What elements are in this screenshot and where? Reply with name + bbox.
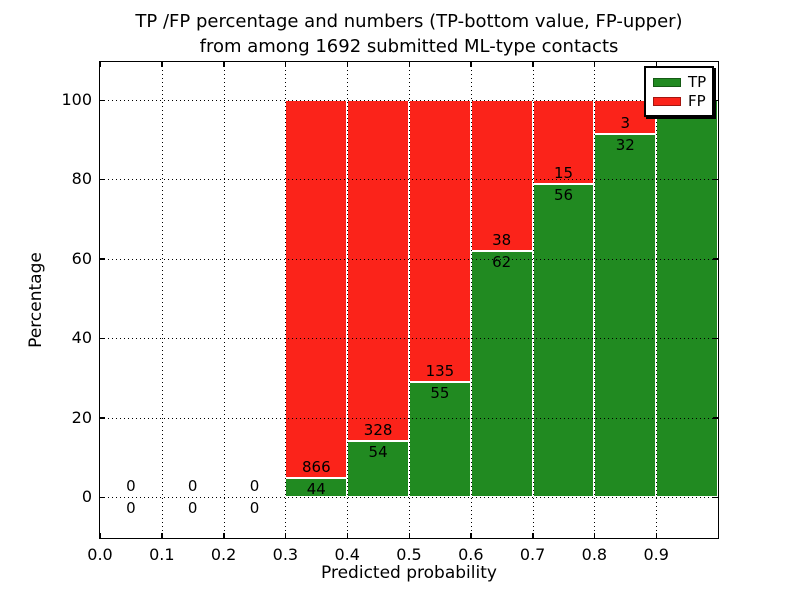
bar-value-label-fp: 0 bbox=[126, 477, 136, 495]
bar-segment-tp bbox=[470, 250, 533, 497]
y-tick-mark bbox=[713, 496, 718, 498]
x-tick-mark bbox=[532, 62, 534, 67]
y-tick-mark bbox=[100, 417, 105, 419]
x-tick-mark bbox=[470, 533, 472, 538]
x-tick-mark bbox=[593, 62, 596, 67]
x-tick-mark bbox=[161, 62, 163, 67]
x-tick-label: 0.0 bbox=[87, 545, 113, 564]
x-tick-mark bbox=[532, 533, 534, 538]
y-tick-label: 100 bbox=[61, 90, 92, 109]
bar-segment-tp bbox=[532, 183, 595, 497]
bar-value-label-tp: 0 bbox=[126, 499, 136, 517]
x-tick-mark bbox=[655, 533, 658, 538]
legend-label-fp: FP bbox=[688, 92, 706, 110]
x-tick-label: 0.8 bbox=[581, 545, 608, 564]
bar-value-label-fp: 866 bbox=[301, 457, 331, 476]
y-tick-label: 0 bbox=[81, 487, 92, 506]
bar-segment-tp bbox=[594, 134, 657, 497]
legend-label-tp: TP bbox=[688, 73, 707, 91]
y-tick-mark bbox=[100, 99, 105, 101]
bar-segment-fp bbox=[409, 100, 471, 383]
y-tick-mark bbox=[713, 337, 718, 340]
bar-value-label-tp: 56 bbox=[553, 185, 574, 204]
x-tick-mark bbox=[284, 62, 287, 67]
y-tick-label: 80 bbox=[71, 169, 92, 189]
x-tick-label: 0.3 bbox=[272, 545, 299, 564]
gridline-vertical bbox=[594, 62, 596, 538]
y-tick-mark bbox=[100, 496, 105, 498]
bar-value-label-tp: 62 bbox=[492, 252, 512, 271]
chart-title: TP /FP percentage and numbers (TP-bottom… bbox=[99, 9, 719, 59]
x-tick-mark bbox=[223, 533, 225, 538]
x-tick-mark bbox=[593, 533, 596, 538]
bar-segment-fp bbox=[347, 100, 409, 441]
y-tick-mark bbox=[713, 178, 718, 181]
gridline-vertical bbox=[470, 62, 472, 538]
bar-value-label-fp: 328 bbox=[363, 420, 393, 439]
bar-value-label-tp: 54 bbox=[368, 442, 388, 461]
x-tick-label: 0.5 bbox=[396, 545, 422, 564]
bar-value-label-fp: 3 bbox=[620, 114, 631, 133]
gridline-vertical bbox=[223, 62, 225, 538]
bar-segment-tp bbox=[409, 382, 471, 497]
chart-title-line1: TP /FP percentage and numbers (TP-bottom… bbox=[135, 11, 683, 32]
y-tick-mark bbox=[100, 337, 105, 340]
bar-segment-tp bbox=[656, 100, 718, 497]
x-tick-label: 0.1 bbox=[149, 545, 175, 564]
x-tick-mark bbox=[161, 533, 163, 538]
y-tick-label: 40 bbox=[71, 328, 92, 348]
x-tick-label: 0.7 bbox=[519, 545, 546, 564]
bar-segment-fp bbox=[532, 100, 595, 184]
gridline-vertical bbox=[285, 62, 287, 538]
x-axis-label: Predicted probability bbox=[321, 563, 497, 583]
x-tick-mark bbox=[284, 533, 287, 538]
y-tick-mark bbox=[100, 258, 105, 260]
bar-segment-fp bbox=[470, 100, 533, 251]
y-tick-mark bbox=[713, 258, 718, 260]
x-tick-mark bbox=[346, 533, 349, 538]
x-tick-mark bbox=[99, 62, 101, 67]
legend-entry-tp: TP bbox=[653, 73, 712, 92]
x-tick-mark bbox=[223, 62, 225, 67]
gridline-vertical bbox=[161, 62, 163, 538]
y-tick-label: 60 bbox=[71, 248, 92, 268]
gridline-vertical bbox=[347, 62, 349, 538]
x-tick-mark bbox=[408, 62, 410, 67]
gridline-vertical bbox=[409, 62, 410, 538]
y-tick-mark bbox=[100, 178, 105, 181]
chart-title-line2: from among 1692 submitted ML-type contac… bbox=[199, 36, 619, 57]
plot-area: 000000866443285413555386215563324 bbox=[99, 61, 719, 539]
bar-value-label-fp: 38 bbox=[492, 230, 512, 249]
legend: TP FP bbox=[644, 66, 714, 117]
bar-value-label-tp: 55 bbox=[430, 384, 450, 403]
x-tick-mark bbox=[470, 62, 472, 67]
x-tick-label: 0.9 bbox=[643, 545, 669, 564]
bar-value-label-fp: 0 bbox=[249, 477, 260, 495]
x-tick-label: 0.6 bbox=[458, 545, 484, 564]
legend-entry-fp: FP bbox=[653, 92, 712, 111]
x-tick-label: 0.4 bbox=[334, 545, 360, 564]
bar-segment-fp bbox=[285, 100, 348, 478]
bar-value-label-fp: 0 bbox=[187, 477, 198, 495]
x-tick-mark bbox=[99, 533, 101, 538]
gridline-vertical bbox=[656, 62, 658, 538]
gridline-vertical bbox=[532, 62, 534, 538]
tp-color-swatch-icon bbox=[653, 78, 681, 87]
x-tick-mark bbox=[346, 62, 349, 67]
x-tick-label: 0.2 bbox=[210, 545, 237, 564]
bar-value-label-tp: 44 bbox=[306, 479, 326, 498]
bar-segment-tp bbox=[347, 440, 409, 497]
y-tick-mark bbox=[713, 99, 718, 101]
x-tick-mark bbox=[655, 62, 658, 67]
y-tick-mark bbox=[713, 417, 718, 419]
bar-value-label-fp: 135 bbox=[425, 362, 455, 381]
bar-value-label-fp: 15 bbox=[553, 163, 574, 182]
x-tick-mark bbox=[408, 533, 410, 538]
y-tick-label: 20 bbox=[71, 407, 92, 427]
bar-value-label-tp: 0 bbox=[187, 499, 198, 517]
fp-color-swatch-icon bbox=[653, 97, 681, 106]
bar-value-label-tp: 0 bbox=[249, 499, 260, 517]
bar-value-label-tp: 32 bbox=[615, 136, 635, 155]
